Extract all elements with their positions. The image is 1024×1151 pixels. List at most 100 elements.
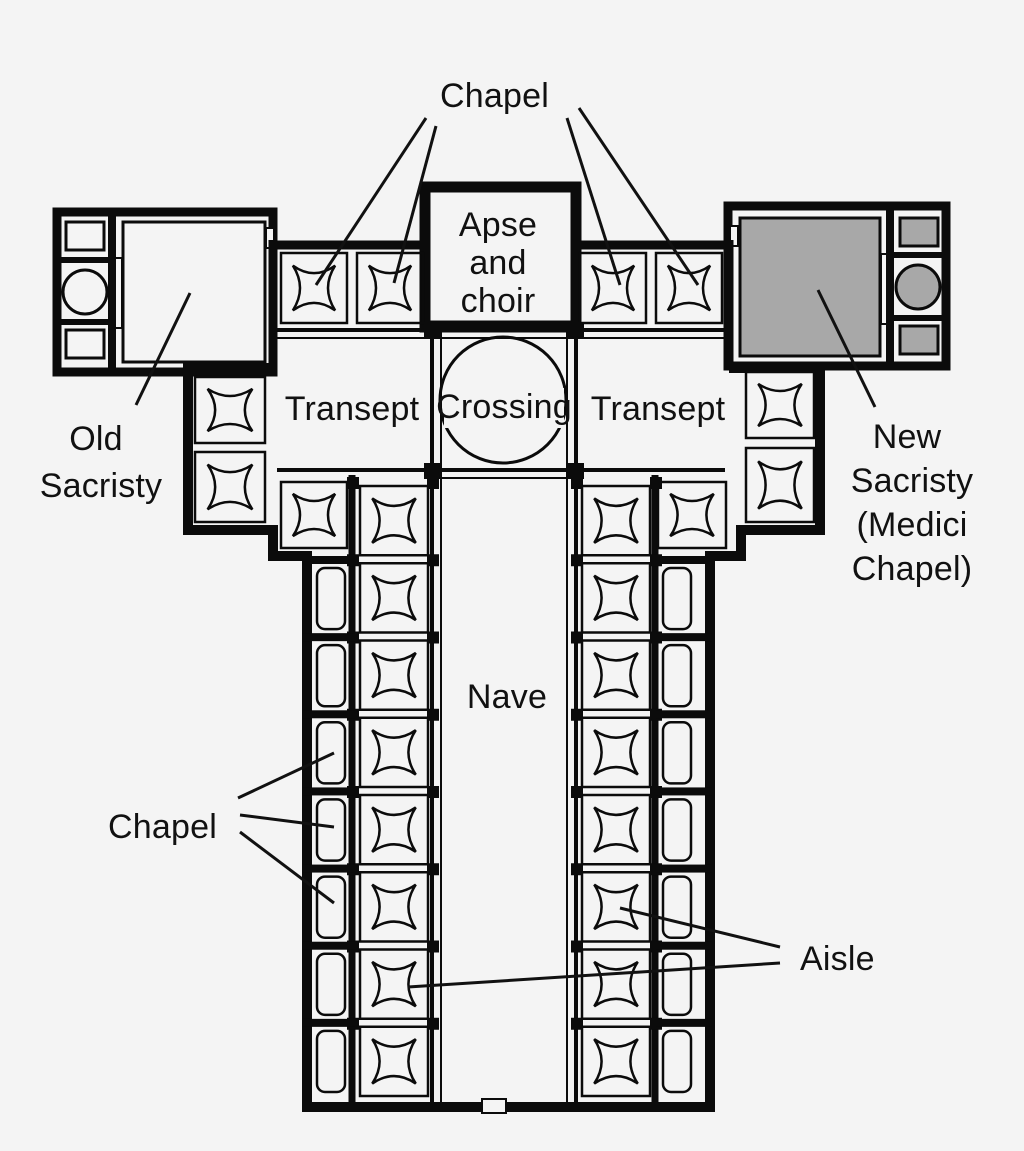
chapel-wall bbox=[656, 864, 712, 873]
leader-chapel-top-1 bbox=[314, 117, 428, 286]
nave-pier bbox=[427, 554, 439, 567]
side-chapel-right bbox=[661, 1029, 693, 1094]
nave-pier bbox=[571, 1017, 583, 1030]
label-new-sacristy-4: Chapel) bbox=[852, 550, 972, 588]
side-chapel-left bbox=[315, 875, 347, 939]
nave-pier bbox=[571, 708, 583, 721]
label-crossing: Crossing bbox=[436, 388, 572, 426]
aisle-bay-left bbox=[358, 639, 430, 711]
chapel-wall bbox=[303, 710, 355, 719]
labels: Chapel Apse and choir Transept Crossing … bbox=[40, 72, 973, 978]
nave-pier bbox=[427, 708, 439, 721]
aisle-bay-left bbox=[358, 871, 430, 943]
nave-pier bbox=[571, 786, 583, 798]
leader-chapel-top-3 bbox=[565, 117, 622, 286]
old-sacristy-step bbox=[113, 257, 123, 329]
transept-chapel-bay bbox=[578, 251, 648, 325]
crossing-pier bbox=[424, 322, 440, 338]
old-sacristy-room bbox=[121, 220, 267, 364]
church-outline bbox=[183, 181, 825, 1114]
crossing-pier bbox=[568, 463, 584, 479]
nave-pier bbox=[571, 477, 583, 489]
nave-pier bbox=[571, 631, 583, 644]
chapel-wall bbox=[656, 1018, 712, 1027]
old-sacristy-niche-top bbox=[64, 220, 106, 252]
side-chapel-right bbox=[661, 952, 693, 1017]
vaulted-bays bbox=[193, 251, 816, 1098]
new-sacristy-step bbox=[880, 253, 890, 325]
chapel-wall bbox=[656, 710, 712, 719]
transept-side-bay bbox=[193, 450, 267, 524]
new-sacristy-altar-circle bbox=[894, 263, 942, 311]
side-chapel-right bbox=[661, 643, 693, 708]
transept-side-bay bbox=[744, 446, 816, 524]
chapel-wall bbox=[303, 941, 355, 950]
chapel-wall bbox=[656, 633, 712, 642]
new-sacristy-door bbox=[729, 225, 739, 247]
new-sacristy-niche-bottom bbox=[898, 324, 940, 356]
crossing-dome bbox=[438, 335, 568, 465]
aisle-bay-right bbox=[580, 562, 652, 634]
transept-lower-bay bbox=[656, 480, 728, 550]
aisle-bay-left bbox=[358, 1025, 430, 1098]
label-apse-1: Apse bbox=[459, 206, 537, 244]
chapel-wall bbox=[303, 787, 355, 796]
label-nave: Nave bbox=[467, 678, 547, 716]
apse-wall bbox=[419, 181, 582, 333]
aisle-bay-right bbox=[580, 1025, 652, 1098]
nave-pier bbox=[427, 786, 439, 798]
side-chapel-left bbox=[315, 721, 347, 785]
chapel-wall bbox=[303, 1018, 355, 1027]
leader-lines bbox=[134, 107, 877, 989]
arcade-pier bbox=[347, 477, 359, 489]
nave-pier bbox=[427, 1017, 439, 1030]
label-chapel-side: Chapel bbox=[108, 808, 217, 846]
transept-side-bay bbox=[193, 375, 267, 445]
aisle-bay-right bbox=[580, 948, 652, 1020]
nave-pier bbox=[571, 863, 583, 876]
old-sacristy-niche-bottom bbox=[64, 328, 106, 360]
piers bbox=[303, 322, 712, 1030]
label-new-sacristy-3: (Medici bbox=[857, 506, 968, 544]
nave-pier bbox=[571, 940, 583, 953]
aisle-bay-left bbox=[358, 793, 430, 866]
nave-pier bbox=[571, 554, 583, 567]
label-apse-3: choir bbox=[461, 282, 536, 320]
leader-chapel-side-1 bbox=[237, 751, 335, 800]
side-chapel-left bbox=[315, 798, 347, 862]
leader-chapel-top-2 bbox=[392, 125, 438, 284]
crossing-pier bbox=[424, 463, 440, 479]
leader-chapel-side-2 bbox=[239, 813, 335, 829]
label-apse-2: and bbox=[469, 244, 526, 282]
nave-pier bbox=[427, 940, 439, 953]
chapel-wall bbox=[303, 864, 355, 873]
aisle-bay-right bbox=[580, 639, 652, 711]
side-chapel-left bbox=[315, 952, 347, 1017]
leader-aisle-2 bbox=[407, 961, 781, 989]
side-chapel-right bbox=[661, 798, 693, 862]
nave-pier bbox=[427, 631, 439, 644]
new-sacristy-room bbox=[738, 216, 882, 358]
side-chapel-right bbox=[661, 566, 693, 631]
leader-chapel-top-4 bbox=[577, 107, 700, 286]
label-aisle: Aisle bbox=[800, 940, 875, 978]
side-chapel-left bbox=[315, 566, 347, 631]
chapel-wall bbox=[303, 633, 355, 642]
chapel-wall bbox=[303, 556, 355, 564]
main-door bbox=[481, 1098, 507, 1114]
chapel-top-label-bg bbox=[436, 72, 556, 116]
label-transept-left: Transept bbox=[285, 390, 420, 428]
aisle-bay-left bbox=[358, 716, 430, 789]
leader-new-sacristy bbox=[816, 289, 877, 408]
side-chapel-right bbox=[661, 875, 693, 939]
leader-aisle-1 bbox=[619, 906, 781, 949]
label-old-sacristy-1: Old bbox=[69, 420, 123, 458]
crossing-pier bbox=[568, 322, 584, 338]
label-chapel-top: Chapel bbox=[440, 77, 549, 115]
aisle-bay-right bbox=[580, 793, 652, 866]
aisle-bay-right bbox=[580, 484, 652, 557]
left-arm-outline bbox=[183, 363, 312, 1108]
nave-pier bbox=[427, 863, 439, 876]
side-chapel-right bbox=[661, 721, 693, 785]
